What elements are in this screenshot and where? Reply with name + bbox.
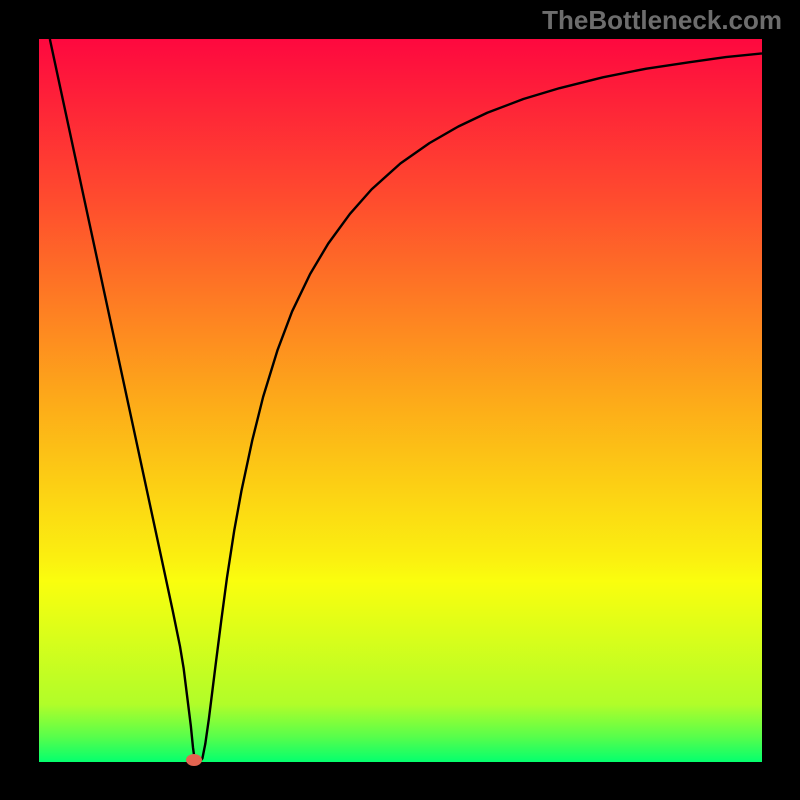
plot-area [39,39,762,762]
watermark-text: TheBottleneck.com [542,5,782,36]
bottleneck-curve [39,39,762,762]
curve-path [50,39,762,762]
chart-container: TheBottleneck.com [0,0,800,800]
optimum-marker [186,754,202,766]
